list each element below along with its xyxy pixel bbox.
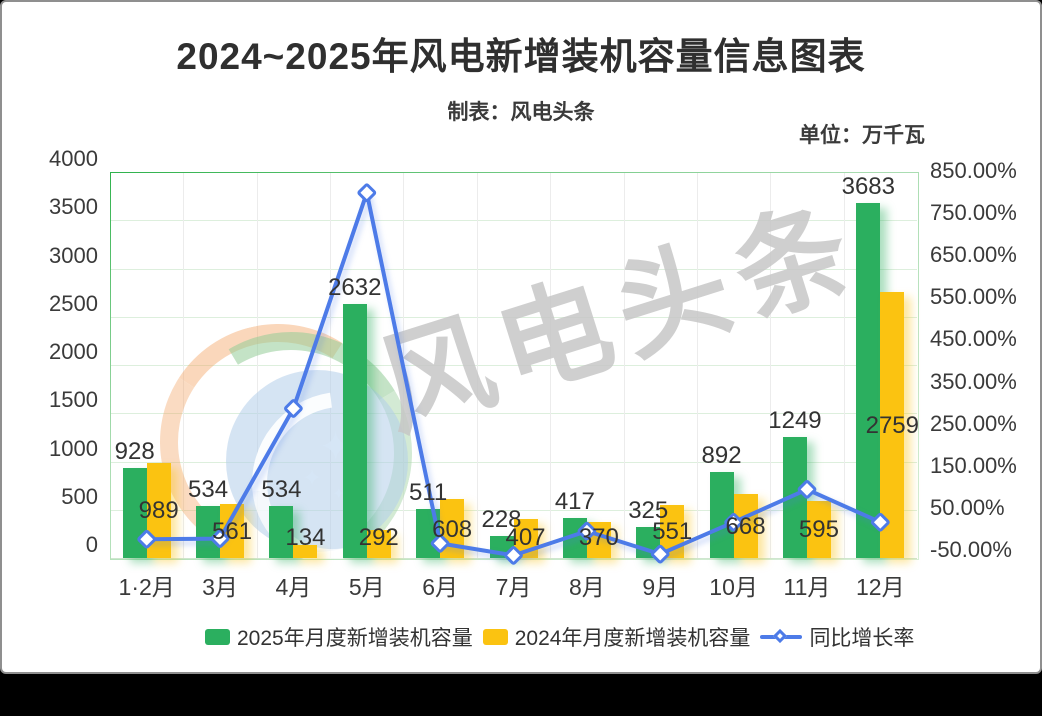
bar-value-label-2025: 511 <box>408 478 448 506</box>
category-label: 12月 <box>856 574 905 600</box>
chart-area: 4000 3500 3000 2500 2000 1500 1000 500 0 850.00% 7… <box>2 2 1040 672</box>
bottom-black-bar <box>0 674 1042 716</box>
legend-diamond-marker <box>773 628 788 644</box>
category-label: 4月 <box>275 574 312 600</box>
y-axis-left-tick: 3000 <box>49 242 98 268</box>
y-axis-left-tick: 1500 <box>49 387 98 413</box>
bar-value-label-2025: 1249 <box>768 407 822 435</box>
y-axis-right-tick: 650.00% <box>930 242 1017 268</box>
growth-line-marker <box>650 544 670 564</box>
chart-subtitle: 制表：风电头条 <box>447 101 595 124</box>
y-axis-left-tick: 2500 <box>49 290 98 316</box>
y-axis-right-tick: 50.00% <box>930 494 1005 520</box>
y-axis-right-tick: 750.00% <box>930 200 1017 226</box>
growth-line-marker <box>137 529 157 549</box>
legend-item-growth: 同比增长率 <box>760 622 914 652</box>
unit-label: 单位：万千瓦 <box>799 124 925 147</box>
bar-value-label-2025: 892 <box>701 441 742 469</box>
y-axis-right-tick: 850.00% <box>930 158 1017 183</box>
y-axis-right-tick: 350.00% <box>930 368 1017 394</box>
y-axis-left-tick: 0 <box>85 532 98 557</box>
legend-item-2025: 2025年月度新增装机容量 <box>205 622 473 652</box>
bar-value-label-2025: 928 <box>114 438 155 466</box>
page-title: 2024~2025年风电新增装机容量信息图表 <box>176 36 866 77</box>
category-label: 9月 <box>642 574 679 600</box>
legend-swatch-2024 <box>482 629 508 645</box>
y-axis-left-tick: 500 <box>61 483 98 509</box>
category-label: 5月 <box>348 574 385 600</box>
y-axis-right-tick: -50.00% <box>930 536 1012 562</box>
legend: 2025年月度新增装机容量 2024年月度新增装机容量 同比增长率 <box>205 622 914 652</box>
y-axis-right-tick: 150.00% <box>930 452 1017 478</box>
growth-line-marker <box>870 512 890 532</box>
growth-line-marker <box>797 480 817 499</box>
y-axis-right-tick: 450.00% <box>930 326 1017 352</box>
y-axis-left-tick: 1000 <box>49 435 98 461</box>
category-label: 6月 <box>422 574 459 600</box>
y-axis-left-tick: 2000 <box>49 339 98 364</box>
legend-label-growth: 同比增长率 <box>809 627 915 650</box>
y-axis-left-tick: 3500 <box>49 194 98 220</box>
category-label: 1·2月 <box>118 574 175 600</box>
legend-label-2025: 2025年月度新增装机容量 <box>237 627 473 650</box>
bar-value-label-2024: 595 <box>798 516 839 544</box>
category-label: 11月 <box>783 574 831 600</box>
legend-swatch-2025 <box>205 629 230 645</box>
legend-label-2024: 2024年月度新增装机容量 <box>514 627 751 650</box>
y-axis-right-tick: 550.00% <box>930 284 1017 310</box>
legend-item-2024: 2024年月度新增装机容量 <box>482 622 751 652</box>
y-axis-right-tick: 250.00% <box>930 410 1017 436</box>
category-label: 3月 <box>202 574 238 600</box>
bar-value-label-2025: 2632 <box>328 274 382 301</box>
bar-value-label-2025: 534 <box>261 476 302 504</box>
category-label: 7月 <box>495 574 532 600</box>
category-label: 10月 <box>709 574 758 600</box>
legend-line-icon <box>760 628 803 645</box>
growth-line-marker <box>284 399 303 418</box>
infographic-card: 2024~2025年风电新增装机容量信息图表 制表：风电头条 单位：万千瓦 ✦ … <box>0 0 1042 674</box>
bar-value-label-2025: 3683 <box>841 172 895 200</box>
category-label: 8月 <box>568 574 605 600</box>
y-axis-left-tick: 4000 <box>49 146 98 171</box>
growth-line-marker <box>357 183 377 203</box>
bar-value-label-2024: 2759 <box>865 411 919 439</box>
